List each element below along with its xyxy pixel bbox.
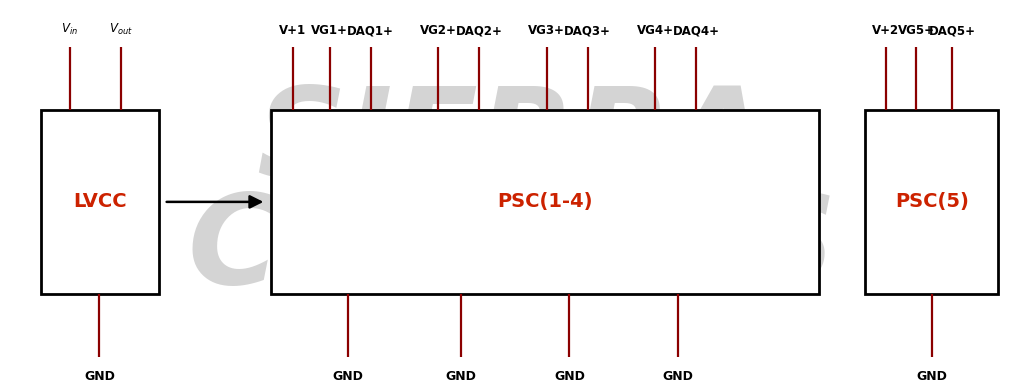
Bar	[41, 110, 159, 294]
Text: GND: GND	[916, 370, 947, 383]
Text: PSC(5): PSC(5)	[895, 192, 969, 211]
Text: LVCC: LVCC	[73, 192, 127, 211]
Text: GND: GND	[84, 370, 115, 383]
Text: SIERRA
CIRCUITS: SIERRA CIRCUITS	[187, 82, 837, 310]
Bar	[271, 110, 819, 294]
Text: GND: GND	[663, 370, 693, 383]
Text: V+2: V+2	[872, 24, 899, 37]
Text: VG1+: VG1+	[311, 24, 348, 37]
Text: PSC(1-4): PSC(1-4)	[498, 192, 593, 211]
Text: VG2+: VG2+	[420, 24, 457, 37]
Text: GND: GND	[554, 370, 585, 383]
Text: GND: GND	[333, 370, 364, 383]
Text: DAQ5+: DAQ5+	[929, 24, 976, 37]
Bar	[865, 110, 998, 294]
Text: V+1: V+1	[280, 24, 306, 37]
Text: VG4+: VG4+	[637, 24, 674, 37]
Text: VG5+: VG5+	[898, 24, 935, 37]
Text: $V_{in}$: $V_{in}$	[61, 22, 78, 37]
Text: DAQ2+: DAQ2+	[456, 24, 503, 37]
Text: DAQ1+: DAQ1+	[347, 24, 394, 37]
Text: DAQ4+: DAQ4+	[673, 24, 720, 37]
Text: DAQ3+: DAQ3+	[564, 24, 611, 37]
Text: $V_{out}$: $V_{out}$	[109, 22, 133, 37]
Text: GND: GND	[445, 370, 476, 383]
Text: VG3+: VG3+	[528, 24, 565, 37]
